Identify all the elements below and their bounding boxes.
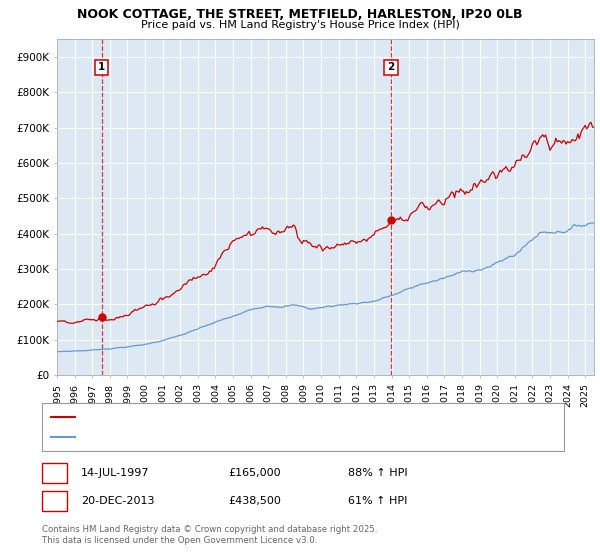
Text: NOOK COTTAGE, THE STREET, METFIELD, HARLESTON, IP20 0LB (detached house): NOOK COTTAGE, THE STREET, METFIELD, HARL…	[80, 412, 468, 421]
Text: 88% ↑ HPI: 88% ↑ HPI	[348, 468, 407, 478]
Text: 2: 2	[388, 63, 395, 72]
Text: HPI: Average price, detached house, Mid Suffolk: HPI: Average price, detached house, Mid …	[80, 433, 308, 442]
Text: 1: 1	[98, 63, 106, 72]
Text: NOOK COTTAGE, THE STREET, METFIELD, HARLESTON, IP20 0LB: NOOK COTTAGE, THE STREET, METFIELD, HARL…	[77, 8, 523, 21]
Text: 2: 2	[51, 496, 58, 506]
Text: 1: 1	[51, 468, 58, 478]
Text: £165,000: £165,000	[228, 468, 281, 478]
Text: 61% ↑ HPI: 61% ↑ HPI	[348, 496, 407, 506]
Text: 14-JUL-1997: 14-JUL-1997	[81, 468, 149, 478]
Text: Contains HM Land Registry data © Crown copyright and database right 2025.
This d: Contains HM Land Registry data © Crown c…	[42, 525, 377, 545]
Text: £438,500: £438,500	[228, 496, 281, 506]
Text: 20-DEC-2013: 20-DEC-2013	[81, 496, 155, 506]
Text: Price paid vs. HM Land Registry's House Price Index (HPI): Price paid vs. HM Land Registry's House …	[140, 20, 460, 30]
